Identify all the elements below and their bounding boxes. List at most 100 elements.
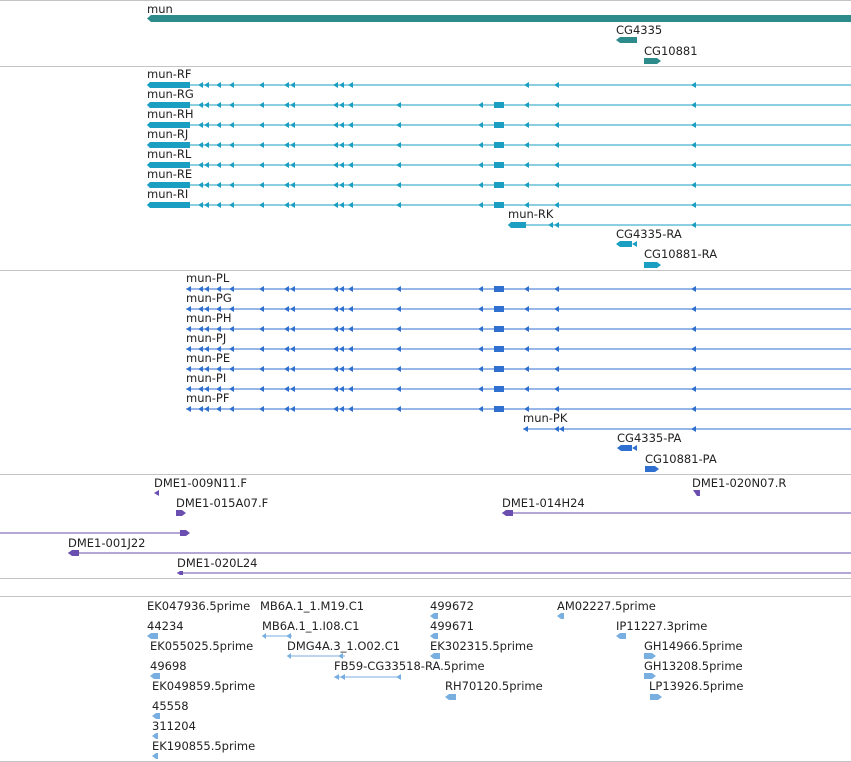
- est-glyph[interactable]: [150, 673, 160, 679]
- est-glyph[interactable]: [616, 633, 626, 639]
- est-feature[interactable]: GH14966.5prime: [644, 639, 743, 659]
- protein-row[interactable]: mun-PJ: [186, 331, 851, 352]
- est-feature[interactable]: EK047936.5prime: [147, 599, 250, 613]
- est-feature[interactable]: 44234: [147, 619, 184, 639]
- clone-glyph[interactable]: [154, 490, 159, 496]
- exon-block[interactable]: [494, 202, 504, 208]
- est-feature[interactable]: DMG4A.3_1.O02.C1: [287, 639, 400, 659]
- clone-feature[interactable]: DME1-020N07.R: [692, 476, 786, 496]
- est-glyph[interactable]: [644, 673, 656, 679]
- protein-row[interactable]: mun-PG: [186, 291, 851, 312]
- clone-feature[interactable]: DME1-009N11.F: [154, 476, 247, 496]
- exon-block[interactable]: [494, 326, 504, 332]
- exon-block[interactable]: [494, 306, 504, 312]
- est-glyph[interactable]: [152, 713, 160, 719]
- est-feature[interactable]: EK049859.5prime: [152, 679, 255, 693]
- protein-row[interactable]: mun-PK: [523, 411, 851, 432]
- est-feature[interactable]: FB59-CG33518-RA.5prime: [334, 659, 485, 680]
- cds-block[interactable]: [508, 222, 526, 228]
- clone-feature[interactable]: DME1-014H24: [502, 496, 851, 516]
- transcript-row[interactable]: CG10881-RA: [644, 247, 717, 268]
- protein-row[interactable]: mun-PI: [186, 371, 851, 392]
- protein-row[interactable]: mun-PH: [186, 311, 851, 332]
- exon-block[interactable]: [494, 366, 504, 372]
- est-feature[interactable]: LP13926.5prime: [649, 679, 743, 700]
- est-feature[interactable]: EK190855.5prime: [152, 739, 255, 759]
- protein-row[interactable]: CG10881-PA: [645, 452, 717, 472]
- est-feature[interactable]: MB6A.1_1.M19.C1: [260, 599, 364, 613]
- est-feature[interactable]: RH70120.5prime: [445, 679, 543, 700]
- protein-row[interactable]: mun-PL: [186, 271, 851, 292]
- clone-feature[interactable]: DME1-020L24: [177, 556, 851, 575]
- transcript-row[interactable]: mun-RH: [147, 107, 851, 128]
- gene-feature[interactable]: CG10881: [644, 44, 698, 64]
- exon-block[interactable]: [494, 286, 504, 292]
- transcript-row[interactable]: CG4335-RA: [616, 227, 682, 247]
- transcript-row[interactable]: mun-RK: [508, 207, 851, 228]
- est-feature[interactable]: 49698: [150, 659, 187, 679]
- protein-row[interactable]: mun-PF: [186, 391, 851, 412]
- est-glyph[interactable]: [650, 694, 662, 700]
- clone-glyph[interactable]: [693, 490, 700, 496]
- transcript-row[interactable]: mun-RJ: [147, 127, 851, 148]
- exon-block[interactable]: [494, 122, 504, 128]
- cds-block[interactable]: [147, 182, 190, 188]
- cds-block[interactable]: [616, 241, 632, 247]
- clone-feature[interactable]: DME1-015A07.F: [176, 496, 268, 516]
- cds-block[interactable]: [147, 122, 190, 128]
- cds-block[interactable]: [147, 202, 190, 208]
- est-feature[interactable]: 45558: [152, 699, 189, 719]
- cds-block[interactable]: [147, 162, 190, 168]
- cds-block[interactable]: [147, 82, 190, 88]
- est-glyph[interactable]: [445, 694, 456, 700]
- clone-feature[interactable]: DME1-001J22: [68, 536, 851, 556]
- est-glyph[interactable]: [557, 613, 564, 619]
- exon-block[interactable]: [494, 142, 504, 148]
- est-glyph[interactable]: [430, 653, 440, 659]
- gene-cg10881-glyph[interactable]: [644, 58, 661, 64]
- protein-row[interactable]: mun-PE: [186, 351, 851, 372]
- transcript-row[interactable]: mun-RG: [147, 87, 851, 108]
- gene-feature[interactable]: CG4335: [616, 23, 662, 43]
- transcript-row[interactable]: mun-RF: [147, 67, 851, 88]
- exon-block[interactable]: [494, 386, 504, 392]
- cds-block[interactable]: [147, 102, 190, 108]
- gene-cg4335-glyph[interactable]: [616, 37, 637, 43]
- est-glyph[interactable]: [644, 653, 656, 659]
- cds-block[interactable]: [645, 466, 659, 472]
- est-glyph[interactable]: [152, 753, 158, 759]
- cds-block[interactable]: [644, 262, 661, 268]
- est-feature[interactable]: 499671: [430, 619, 474, 639]
- clone-glyph[interactable]: [502, 510, 513, 516]
- est-feature[interactable]: GH13208.5prime: [644, 659, 743, 679]
- gene-mun-glyph[interactable]: [147, 15, 851, 22]
- transcript-row[interactable]: mun-RL: [147, 147, 851, 168]
- est-feature[interactable]: EK055025.5prime: [150, 639, 253, 653]
- est-feature[interactable]: AM02227.5prime: [557, 599, 656, 619]
- exon-block[interactable]: [494, 182, 504, 188]
- clone-glyph[interactable]: [176, 510, 186, 516]
- exon-block[interactable]: [494, 346, 504, 352]
- exon-block[interactable]: [494, 102, 504, 108]
- exon-block[interactable]: [494, 162, 504, 168]
- clone-glyph[interactable]: [68, 550, 79, 556]
- est-glyph[interactable]: [152, 733, 158, 739]
- gene-feature[interactable]: mun: [147, 2, 851, 22]
- est-feature[interactable]: EK302315.5prime: [430, 639, 533, 659]
- clone-feature[interactable]: [0, 530, 190, 536]
- clone-glyph[interactable]: [177, 571, 183, 575]
- est-glyph[interactable]: [430, 613, 438, 619]
- est-feature[interactable]: 499672: [430, 599, 474, 619]
- cds-block[interactable]: [617, 445, 632, 451]
- est-feature[interactable]: 311204: [152, 719, 196, 739]
- exon-block[interactable]: [494, 406, 504, 412]
- transcript-row[interactable]: mun-RE: [147, 167, 851, 188]
- est-glyph[interactable]: [430, 633, 438, 639]
- transcript-row[interactable]: mun-RI: [147, 187, 851, 208]
- est-feature[interactable]: IP11227.3prime: [616, 619, 707, 639]
- clone-glyph[interactable]: [180, 530, 190, 536]
- cds-block[interactable]: [147, 142, 190, 148]
- protein-row[interactable]: CG4335-PA: [617, 431, 682, 451]
- est-feature[interactable]: MB6A.1_1.I08.C1: [262, 619, 360, 639]
- est-glyph[interactable]: [147, 633, 158, 639]
